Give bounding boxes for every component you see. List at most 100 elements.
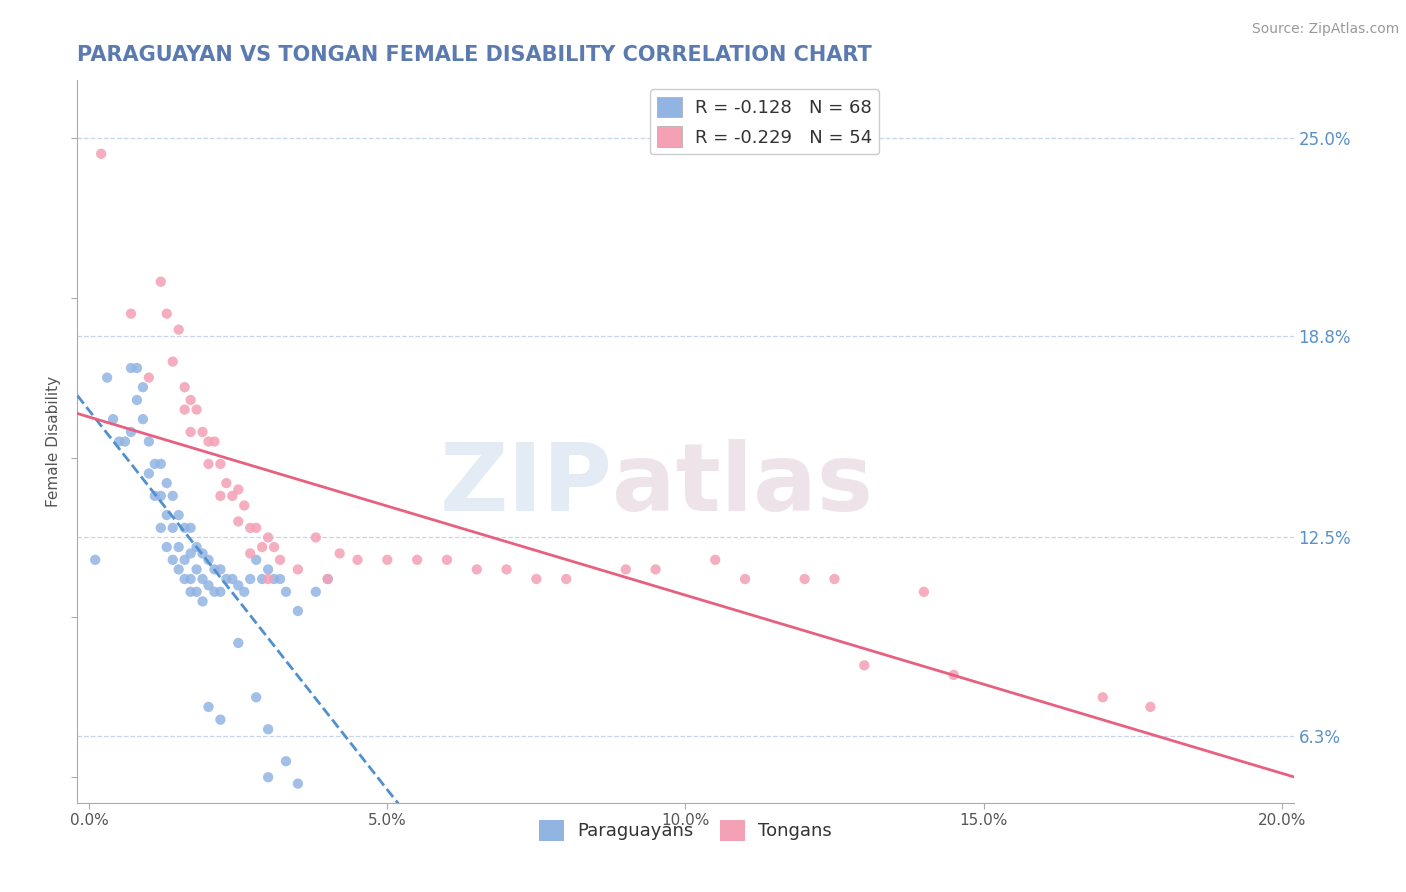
Point [209, 584, 232, 599]
Point [215, 572, 238, 586]
Text: atlas: atlas [613, 439, 873, 531]
Point [734, 572, 756, 586]
Point [191, 594, 214, 608]
Point [143, 489, 166, 503]
Point [114, 434, 136, 449]
Point [156, 476, 179, 491]
Point [180, 572, 202, 586]
Point [173, 553, 195, 567]
Point [495, 562, 517, 576]
Point [197, 553, 219, 567]
Point [465, 562, 488, 576]
Point [180, 425, 202, 439]
Point [204, 562, 226, 576]
Point [555, 572, 578, 586]
Point [704, 553, 727, 567]
Point [138, 434, 160, 449]
Point [250, 572, 273, 586]
Point [162, 553, 184, 567]
Point [180, 584, 202, 599]
Point [173, 402, 195, 417]
Point [167, 508, 190, 522]
Point [149, 489, 172, 503]
Point [912, 584, 935, 599]
Point [853, 658, 876, 673]
Point [226, 578, 249, 592]
Point [226, 515, 249, 529]
Point [257, 572, 280, 586]
Point [287, 604, 309, 618]
Point [138, 467, 160, 481]
Point [221, 572, 243, 586]
Point [108, 434, 131, 449]
Point [191, 546, 214, 560]
Point [375, 553, 398, 567]
Point [197, 457, 219, 471]
Point [316, 572, 339, 586]
Point [239, 521, 262, 535]
Point [132, 412, 155, 426]
Point [793, 572, 815, 586]
Point [156, 307, 179, 321]
Point [245, 553, 267, 567]
Text: Source: ZipAtlas.com: Source: ZipAtlas.com [1251, 22, 1399, 37]
Point [1139, 699, 1161, 714]
Point [287, 562, 309, 576]
Point [173, 380, 195, 394]
Legend: Paraguayans, Tongans: Paraguayans, Tongans [531, 813, 839, 848]
Point [215, 476, 238, 491]
Point [173, 521, 195, 535]
Point [209, 457, 232, 471]
Point [96, 370, 118, 384]
Point [274, 754, 297, 768]
Point [132, 380, 155, 394]
Point [274, 584, 297, 599]
Point [180, 392, 202, 407]
Point [239, 546, 262, 560]
Point [204, 434, 226, 449]
Point [120, 307, 142, 321]
Point [186, 584, 208, 599]
Point [149, 457, 172, 471]
Point [250, 540, 273, 554]
Point [84, 553, 107, 567]
Point [226, 636, 249, 650]
Point [143, 457, 166, 471]
Point [263, 540, 285, 554]
Point [233, 584, 256, 599]
Point [316, 572, 339, 586]
Point [257, 562, 280, 576]
Point [209, 713, 232, 727]
Point [226, 483, 249, 497]
Point [173, 572, 195, 586]
Point [263, 572, 285, 586]
Point [245, 521, 267, 535]
Text: ZIP: ZIP [440, 439, 613, 531]
Point [186, 402, 208, 417]
Point [1091, 690, 1114, 705]
Point [125, 392, 148, 407]
Point [120, 425, 142, 439]
Point [221, 489, 243, 503]
Point [125, 361, 148, 376]
Point [257, 723, 280, 737]
Point [167, 323, 190, 337]
Point [162, 489, 184, 503]
Point [197, 699, 219, 714]
Point [167, 540, 190, 554]
Point [287, 776, 309, 790]
Point [524, 572, 547, 586]
Point [406, 553, 429, 567]
Point [233, 499, 256, 513]
Point [257, 531, 280, 545]
Point [149, 521, 172, 535]
Point [436, 553, 458, 567]
Point [245, 690, 267, 705]
Point [120, 361, 142, 376]
Point [197, 578, 219, 592]
Point [186, 540, 208, 554]
Point [156, 540, 179, 554]
Point [162, 354, 184, 368]
Point [305, 531, 328, 545]
Point [162, 521, 184, 535]
